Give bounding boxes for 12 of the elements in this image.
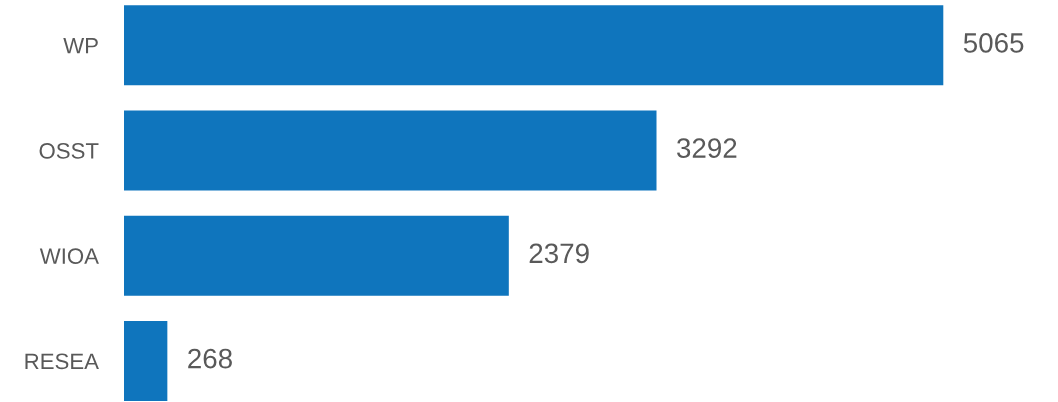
data-label: 5065 [963, 33, 1024, 53]
data-label: 268 [188, 348, 232, 369]
bar [124, 110, 657, 191]
y-tick-label: WP [63, 38, 98, 54]
data-label: 2379 [529, 243, 589, 264]
y-tick-label: OSST [39, 143, 99, 159]
bar [124, 215, 509, 296]
y-tick-label: RESEA [25, 353, 99, 370]
data-label: 3292 [677, 138, 737, 158]
y-tick-label: WIOA [39, 248, 99, 264]
bar [124, 5, 944, 86]
bar [124, 320, 168, 401]
